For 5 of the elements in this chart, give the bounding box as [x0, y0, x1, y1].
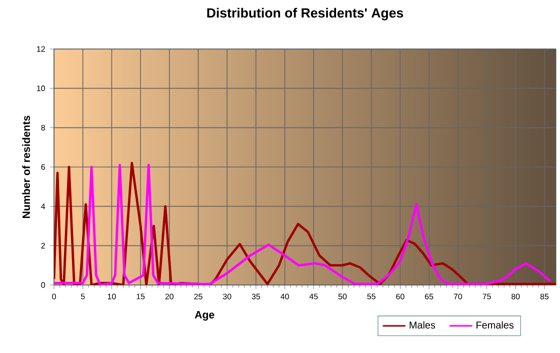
legend-label: Males: [410, 321, 436, 329]
y-axis-title: Number of residents: [22, 116, 30, 218]
x-axis-title: Age: [194, 311, 214, 321]
legend-label: Females: [476, 321, 514, 329]
chart-title: Distribution of Residents' Ages: [207, 8, 404, 20]
